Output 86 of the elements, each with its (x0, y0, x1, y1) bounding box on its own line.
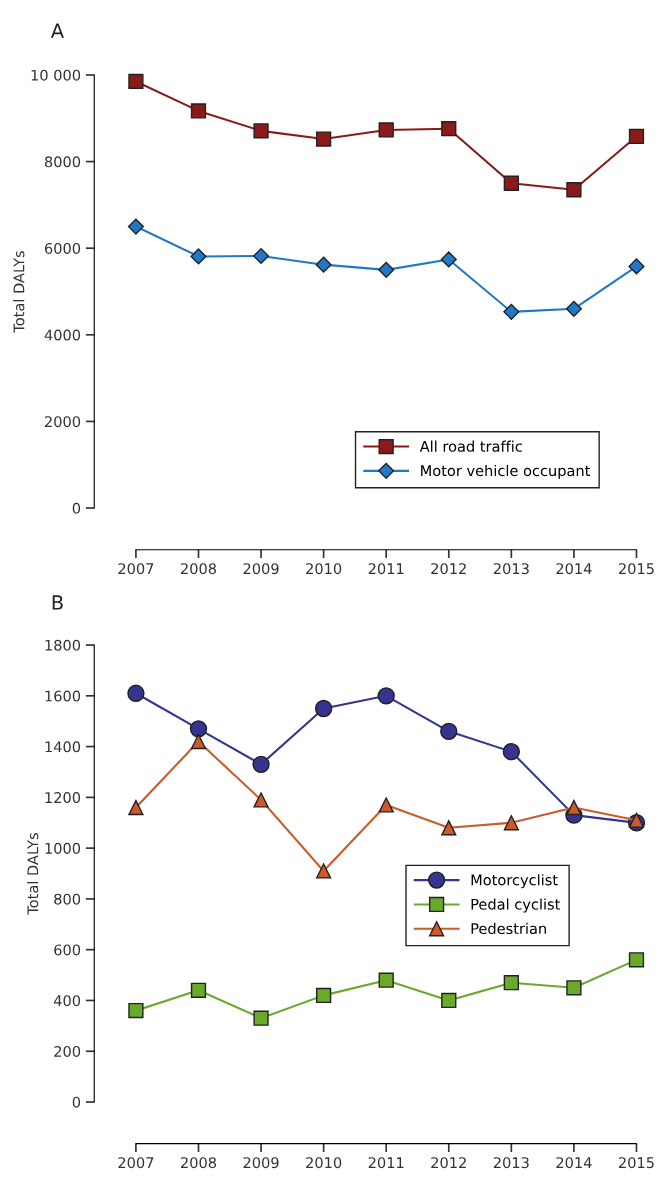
point (190, 733, 207, 750)
y-tick-label: 1200 (45, 792, 81, 804)
point (377, 687, 395, 705)
legend-label: Motorcyclist (471, 874, 558, 889)
point (252, 247, 270, 265)
x-tick-label: 2013 (493, 1157, 529, 1169)
point (628, 952, 645, 968)
point (253, 792, 269, 808)
y-tick-label: 800 (54, 893, 81, 905)
y-tick-label: 1000 (45, 842, 81, 854)
point (315, 863, 332, 879)
x-tick-label: 2015 (618, 563, 654, 575)
x-tick-label: 2012 (431, 563, 466, 575)
point (440, 251, 457, 268)
y-tick-label: 1800 (45, 639, 81, 651)
x-tick-label: 2009 (243, 563, 279, 575)
point (378, 972, 394, 988)
point (315, 987, 332, 1004)
y-tick-label: 1400 (45, 741, 81, 753)
legend-label: Motor vehicle occupant (421, 464, 591, 479)
x-tick-label: 2008 (181, 1157, 217, 1169)
point (253, 1010, 269, 1026)
point (190, 248, 207, 265)
y-tick-label: 10 000 (31, 69, 81, 81)
x-tick-label: 2011 (368, 1157, 404, 1169)
y-tick-label: 8000 (44, 156, 81, 168)
y-tick-label: 0 (72, 502, 81, 514)
point (628, 258, 645, 275)
x-tick-label: 2009 (243, 1157, 279, 1169)
point (502, 742, 521, 761)
point (566, 980, 582, 996)
point (441, 820, 457, 836)
y-tick-label: 0 (72, 1096, 81, 1108)
y-axis-title: Total DALYs (27, 833, 39, 915)
y-tick-label: 400 (53, 995, 81, 1007)
point (378, 797, 394, 813)
point (378, 122, 394, 138)
y-tick-label: 4000 (44, 329, 81, 341)
point (127, 684, 145, 702)
y-axis-title: Total DALYs (13, 251, 25, 333)
point (503, 303, 520, 320)
point (128, 73, 144, 90)
point (440, 722, 458, 741)
point (190, 103, 207, 119)
point (128, 1002, 144, 1019)
x-tick-label: 2007 (118, 1157, 154, 1169)
x-tick-label: 2014 (556, 563, 592, 575)
point (378, 261, 395, 278)
x-tick-label: 2007 (118, 563, 154, 575)
point (128, 799, 144, 816)
legend-label: All road traffic (419, 440, 522, 452)
point (315, 256, 332, 273)
point (190, 982, 207, 998)
point (253, 123, 269, 139)
y-tick-label: 2000 (45, 416, 81, 428)
point (189, 720, 208, 738)
x-tick-label: 2011 (368, 563, 404, 575)
chart-title: B (52, 595, 63, 610)
point (503, 815, 519, 831)
x-tick-label: 2015 (618, 1157, 654, 1169)
x-tick-label: 2013 (493, 563, 529, 575)
point (565, 300, 582, 317)
x-tick-label: 2014 (556, 1157, 592, 1169)
legend-label: Pedal cyclist (471, 898, 561, 913)
x-tick-label: 2012 (431, 1157, 466, 1169)
point (127, 218, 144, 235)
legend-label: Pedestrian (471, 922, 546, 935)
point (314, 699, 333, 718)
x-tick-label: 2010 (306, 1157, 342, 1169)
y-tick-label: 600 (54, 944, 81, 956)
point (252, 755, 270, 774)
point (503, 175, 519, 191)
point (566, 182, 582, 198)
point (441, 992, 457, 1009)
point (566, 799, 582, 816)
point (628, 128, 645, 145)
y-tick-label: 6000 (44, 242, 81, 254)
y-tick-label: 1600 (45, 690, 81, 702)
point (441, 121, 457, 137)
chart-title: A (50, 23, 64, 38)
x-tick-label: 2010 (306, 563, 342, 575)
point (503, 975, 519, 991)
y-tick-label: 200 (54, 1045, 81, 1057)
point (315, 131, 332, 147)
x-tick-label: 2008 (181, 563, 217, 575)
point (628, 812, 645, 828)
